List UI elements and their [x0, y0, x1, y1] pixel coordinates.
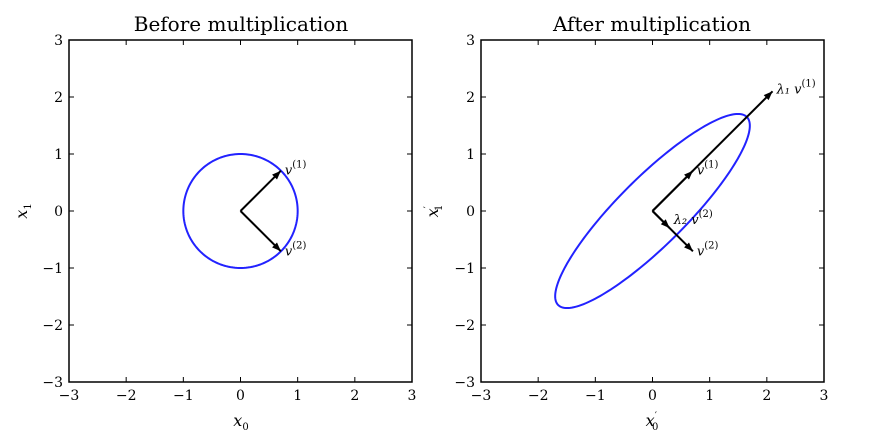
x-tick-labels: −3 −2 −1 0 1 2 3: [471, 388, 829, 404]
x-tick-label: −2: [528, 388, 549, 404]
y-tick-label: −3: [42, 375, 63, 391]
x-axis-label: x′ 0: [646, 411, 659, 433]
tick-marks: [480, 39, 825, 383]
panel-after: After multiplication −3 −2 −1 0 1 2 3 −3 −2 −1 0 1…: [423, 12, 828, 433]
x-tick-label: 1: [293, 388, 302, 404]
y-tick-label: −2: [454, 318, 475, 334]
x-tick-label: −3: [471, 388, 492, 404]
ellipse-curve: [182, 152, 299, 270]
x-tick-label: 1: [705, 388, 714, 404]
vector-label: v(2): [285, 240, 307, 259]
y-tick-label: 2: [54, 90, 63, 106]
vector-arrowhead: [684, 170, 693, 180]
y-tick-label: 3: [466, 33, 475, 49]
y-tick-labels: −3 −2 −1 0 1 2 3: [454, 33, 475, 391]
vector-arrowhead: [272, 242, 281, 252]
x-tick-label: 3: [820, 388, 829, 404]
y-axis-label: x1: [12, 203, 34, 218]
x-tick-label: 2: [762, 388, 771, 404]
vector-arrows: v(1) v(2): [239, 160, 307, 259]
y-tick-label: 2: [466, 90, 475, 106]
vector-arrowhead: [272, 170, 281, 180]
vector-shaft: [651, 169, 694, 212]
x-tick-label: −2: [116, 388, 137, 404]
y-tick-label: −3: [454, 375, 475, 391]
chart-title: After multiplication: [552, 12, 751, 36]
vector-label: v(2): [697, 240, 719, 259]
ellipse-curve: [554, 112, 751, 310]
vector-shaft: [239, 169, 282, 212]
x-tick-label: 3: [408, 388, 417, 404]
x-tick-label: −3: [59, 388, 80, 404]
x-tick-label: 0: [236, 388, 245, 404]
x-axis-label: x0: [233, 411, 248, 433]
x-tick-label: 0: [648, 388, 657, 404]
vector-arrowhead: [763, 91, 773, 101]
panel-before: Before multiplication −3 −2 −1 0 1 2 3 −3 −2 −1 0…: [12, 12, 416, 433]
y-tick-label: 3: [54, 33, 63, 49]
y-tick-label: 0: [466, 204, 475, 220]
vector-shaft: [651, 210, 694, 253]
vector-label: λ₂ v(2): [673, 209, 713, 228]
y-tick-labels: −3 −2 −1 0 1 2 3: [42, 33, 63, 391]
x-tick-label: 2: [350, 388, 359, 404]
vector-label: v(1): [285, 160, 307, 179]
tick-marks: [68, 39, 413, 383]
vector-arrowhead: [684, 242, 693, 252]
y-axis-label: x′1: [423, 205, 445, 218]
y-tick-label: −2: [42, 318, 63, 334]
ellipse-path: [554, 112, 751, 310]
x-tick-label: −1: [173, 388, 194, 404]
x-tick-labels: −3 −2 −1 0 1 2 3: [59, 388, 417, 404]
x-tick-label: −1: [585, 388, 606, 404]
chart-title: Before multiplication: [134, 12, 349, 36]
vector-label: v(1): [697, 160, 719, 179]
y-tick-label: −1: [454, 261, 475, 277]
vector-shaft: [239, 210, 282, 253]
y-tick-label: −1: [42, 261, 63, 277]
y-tick-label: 1: [466, 147, 475, 163]
vector-arrows: λ₁ v(1) v(1) λ₂ v(2) v(2): [651, 78, 816, 259]
vector-label: λ₁ v(1): [776, 78, 816, 97]
y-tick-label: 1: [54, 147, 63, 163]
y-tick-label: 0: [54, 204, 63, 220]
ellipse-path: [182, 152, 299, 270]
